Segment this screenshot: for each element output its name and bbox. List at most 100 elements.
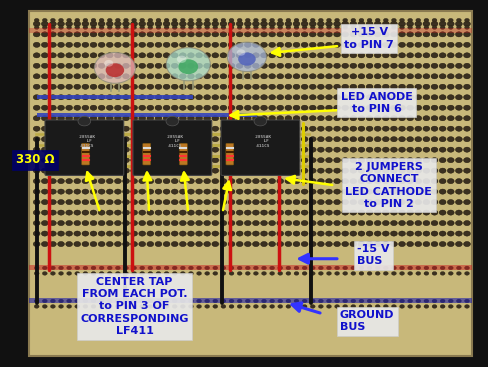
- Circle shape: [59, 266, 63, 270]
- Circle shape: [382, 105, 388, 110]
- Circle shape: [221, 272, 225, 275]
- Circle shape: [406, 147, 413, 152]
- Circle shape: [139, 231, 145, 236]
- Circle shape: [455, 266, 460, 270]
- Circle shape: [383, 299, 387, 303]
- Circle shape: [227, 116, 234, 121]
- Circle shape: [163, 116, 170, 121]
- Circle shape: [454, 189, 461, 194]
- Circle shape: [65, 32, 72, 37]
- Circle shape: [146, 231, 153, 236]
- Circle shape: [357, 95, 364, 100]
- Circle shape: [317, 53, 324, 58]
- Circle shape: [317, 84, 324, 89]
- Circle shape: [228, 272, 233, 275]
- Circle shape: [325, 42, 332, 47]
- Circle shape: [463, 32, 469, 37]
- Circle shape: [179, 231, 186, 236]
- Circle shape: [276, 179, 283, 184]
- Circle shape: [374, 18, 379, 22]
- Circle shape: [244, 74, 251, 79]
- Circle shape: [49, 63, 56, 68]
- Circle shape: [75, 266, 80, 270]
- Circle shape: [65, 147, 72, 152]
- Circle shape: [430, 231, 437, 236]
- Circle shape: [333, 116, 340, 121]
- Circle shape: [245, 266, 250, 270]
- Circle shape: [196, 18, 201, 22]
- Circle shape: [285, 299, 290, 303]
- Circle shape: [276, 53, 283, 58]
- Circle shape: [179, 241, 186, 247]
- Circle shape: [65, 21, 72, 26]
- Circle shape: [58, 221, 64, 226]
- Circle shape: [91, 299, 96, 303]
- Circle shape: [188, 305, 193, 308]
- Circle shape: [349, 63, 356, 68]
- Circle shape: [163, 126, 170, 131]
- Circle shape: [325, 32, 332, 37]
- Circle shape: [373, 221, 380, 226]
- Circle shape: [366, 26, 371, 29]
- Circle shape: [349, 137, 356, 142]
- Circle shape: [357, 137, 364, 142]
- Circle shape: [382, 42, 388, 47]
- Circle shape: [260, 221, 267, 226]
- Circle shape: [447, 21, 453, 26]
- Circle shape: [155, 42, 162, 47]
- Circle shape: [382, 84, 388, 89]
- Circle shape: [195, 137, 202, 142]
- Circle shape: [366, 210, 372, 215]
- Circle shape: [98, 74, 105, 79]
- Circle shape: [227, 241, 234, 247]
- Circle shape: [122, 231, 129, 236]
- Circle shape: [463, 147, 469, 152]
- Circle shape: [253, 305, 258, 308]
- Circle shape: [65, 42, 72, 47]
- Circle shape: [171, 116, 178, 121]
- Circle shape: [237, 266, 242, 270]
- Circle shape: [244, 231, 251, 236]
- Circle shape: [398, 189, 405, 194]
- Circle shape: [383, 266, 387, 270]
- Circle shape: [163, 63, 170, 68]
- Circle shape: [155, 168, 162, 173]
- Circle shape: [414, 74, 421, 79]
- Circle shape: [382, 200, 388, 205]
- Circle shape: [115, 26, 120, 29]
- Circle shape: [90, 137, 97, 142]
- Circle shape: [187, 179, 194, 184]
- Circle shape: [268, 95, 275, 100]
- Circle shape: [203, 95, 210, 100]
- Circle shape: [106, 241, 113, 247]
- Circle shape: [221, 266, 225, 270]
- Circle shape: [211, 42, 218, 47]
- Circle shape: [252, 168, 259, 173]
- Circle shape: [373, 241, 380, 247]
- Circle shape: [211, 32, 218, 37]
- Circle shape: [366, 116, 372, 121]
- Circle shape: [285, 42, 291, 47]
- Circle shape: [415, 272, 420, 275]
- Circle shape: [146, 179, 153, 184]
- Circle shape: [333, 147, 340, 152]
- Circle shape: [333, 210, 340, 215]
- Circle shape: [203, 126, 210, 131]
- Circle shape: [139, 42, 145, 47]
- Circle shape: [179, 95, 186, 100]
- Circle shape: [292, 63, 299, 68]
- Circle shape: [342, 26, 347, 29]
- Circle shape: [455, 18, 460, 22]
- Circle shape: [41, 189, 48, 194]
- Circle shape: [382, 74, 388, 79]
- Circle shape: [155, 147, 162, 152]
- Circle shape: [155, 53, 162, 58]
- Circle shape: [260, 105, 267, 110]
- Circle shape: [90, 221, 97, 226]
- Circle shape: [82, 200, 89, 205]
- Circle shape: [341, 157, 348, 163]
- Circle shape: [130, 241, 137, 247]
- Circle shape: [227, 105, 234, 110]
- Circle shape: [333, 200, 340, 205]
- Circle shape: [203, 210, 210, 215]
